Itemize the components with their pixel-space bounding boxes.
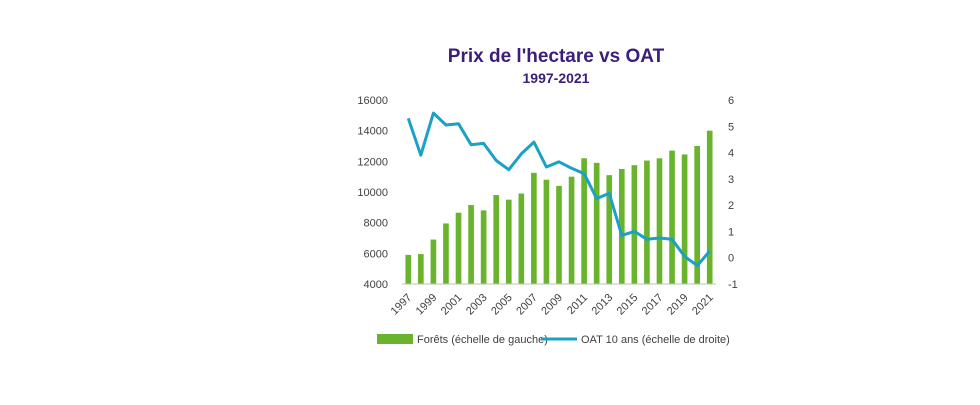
bar-forets: [468, 205, 474, 284]
y-right-tick-label: 3: [728, 174, 734, 186]
bar-forets: [694, 146, 700, 284]
bar-forets: [430, 239, 437, 284]
y-left-tick-label: 8000: [364, 218, 388, 230]
bar-forets: [631, 165, 638, 284]
x-tick-label: 2007: [514, 292, 540, 318]
bar-forets: [493, 195, 500, 284]
bar-forets: [606, 175, 613, 284]
x-tick-label: 2017: [640, 292, 666, 318]
legend-label-forets: Forêts (échelle de gauche): [417, 334, 548, 346]
x-tick-label: 2011: [565, 292, 590, 317]
y-right-tick-label: 5: [728, 121, 734, 133]
y-left-tick-label: 14000: [357, 126, 388, 138]
bar-forets: [568, 176, 575, 284]
bar-forets: [593, 162, 600, 284]
y-left-tick-label: 12000: [357, 156, 388, 168]
y-right-tick-label: 4: [728, 148, 734, 160]
x-tick-label: 2005: [489, 292, 515, 318]
x-tick-label: 1997: [389, 292, 415, 318]
y-right-tick-label: 2: [728, 200, 734, 212]
chart-subtitle: 1997-2021: [523, 70, 590, 86]
x-tick-label: 2015: [615, 292, 641, 318]
x-tick-label: 2019: [665, 292, 691, 318]
x-tick-label: 2009: [539, 292, 565, 318]
bar-forets: [556, 185, 562, 284]
bar-forets: [681, 154, 688, 284]
y-right-tick-label: 1: [728, 226, 734, 238]
x-tick-label: 2001: [439, 292, 465, 318]
bar-forets: [706, 130, 713, 284]
bar-forets: [618, 169, 625, 284]
x-tick-label: 2003: [464, 292, 490, 318]
legend: Forêts (échelle de gauche) OAT 10 ans (é…: [377, 334, 730, 346]
y-left-tick-label: 4000: [364, 279, 388, 291]
bar-forets: [656, 158, 663, 284]
y-left-tick-label: 6000: [364, 248, 388, 260]
x-tick-label: 1999: [414, 292, 440, 318]
bar-forets: [455, 212, 462, 284]
bar-forets: [405, 254, 412, 284]
bar-forets: [581, 158, 587, 284]
bar-forets: [505, 199, 512, 284]
y-right-tick-label: 6: [728, 95, 734, 107]
bar-forets: [531, 172, 537, 284]
plot-area: 4000 6000 8000 10000 12000 14000 16000 -1 0 1 2 3 4 5…: [357, 95, 737, 317]
bar-forets: [518, 193, 525, 284]
x-tick-label: 2021: [690, 292, 716, 318]
bar-forets: [480, 210, 487, 284]
y-right-tick-label: 0: [728, 253, 734, 265]
bar-forets: [443, 223, 449, 284]
bar-forets: [418, 254, 424, 284]
bar-forets: [644, 160, 650, 284]
chart-title: Prix de l'hectare vs OAT: [448, 46, 665, 67]
bar-forets: [543, 179, 550, 284]
legend-swatch-forets: [377, 334, 413, 344]
legend-label-oat: OAT 10 ans (échelle de droite): [581, 334, 730, 346]
y-left-tick-label: 10000: [357, 187, 388, 199]
y-left-tick-label: 16000: [357, 95, 388, 107]
x-tick-label: 2013: [590, 292, 616, 318]
bar-forets: [669, 150, 675, 284]
y-right-tick-label: -1: [728, 279, 738, 291]
line-oat: [406, 111, 711, 268]
